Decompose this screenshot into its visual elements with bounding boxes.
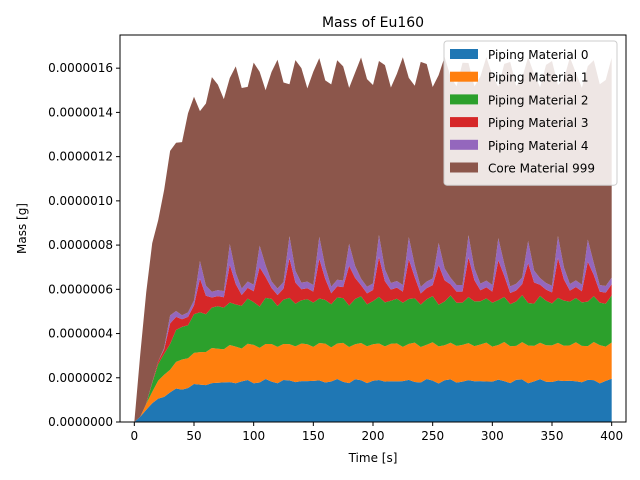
legend-swatch — [450, 49, 478, 59]
x-tick-label: 400 — [600, 429, 623, 443]
legend-entry-label: Piping Material 2 — [488, 93, 589, 107]
area-series-3 — [134, 257, 612, 422]
y-tick-label: 0.0000010 — [48, 194, 113, 208]
y-tick-label: 0.0000002 — [48, 371, 113, 385]
chart-title: Mass of Eu160 — [322, 15, 424, 31]
legend-swatch — [450, 71, 478, 82]
x-tick-label: 50 — [186, 429, 201, 443]
x-tick-label: 0 — [131, 429, 139, 443]
y-tick-label: 0.0000014 — [48, 105, 113, 119]
x-tick-label: 250 — [421, 429, 444, 443]
x-tick-label: 350 — [541, 429, 564, 443]
area-series-2 — [134, 295, 612, 422]
legend-box — [443, 40, 618, 186]
x-tick-label: 300 — [481, 429, 504, 443]
area-series-0 — [134, 378, 612, 422]
x-tick-label: 150 — [302, 429, 325, 443]
legend-entry-label: Piping Material 3 — [488, 116, 589, 130]
y-axis-ticks: 0.0000000 0.0000002 0.0000004 0.0000006 0.00… — [48, 61, 120, 429]
x-tick-label: 100 — [242, 429, 265, 443]
y-tick-label: 0.0000016 — [48, 61, 113, 75]
legend-entry-label: Core Material 999 — [488, 162, 595, 176]
legend: Piping Material 0 Piping Material 1 Piping… — [443, 40, 618, 186]
area-series-1 — [134, 341, 612, 422]
y-tick-label: 0.0000012 — [48, 150, 113, 164]
y-tick-label: 0.0000006 — [48, 282, 113, 296]
y-tick-label: 0.0000004 — [48, 327, 113, 341]
legend-swatch — [450, 162, 478, 173]
legend-swatch — [450, 117, 478, 128]
y-axis-label: Mass [g] — [15, 203, 29, 254]
legend-entry-label: Piping Material 0 — [488, 48, 589, 62]
y-tick-label: 0.0000000 — [48, 415, 113, 429]
x-axis-ticks: 0 50 100 150 200 250 300 350 400 — [131, 422, 623, 443]
x-axis-label: Time [s] — [348, 451, 398, 465]
legend-swatch — [450, 94, 478, 105]
x-tick-label: 200 — [362, 429, 385, 443]
legend-swatch — [450, 139, 478, 150]
y-tick-label: 0.0000008 — [48, 238, 113, 252]
legend-entry-label: Piping Material 4 — [488, 139, 589, 153]
legend-entry-label: Piping Material 1 — [488, 71, 589, 85]
